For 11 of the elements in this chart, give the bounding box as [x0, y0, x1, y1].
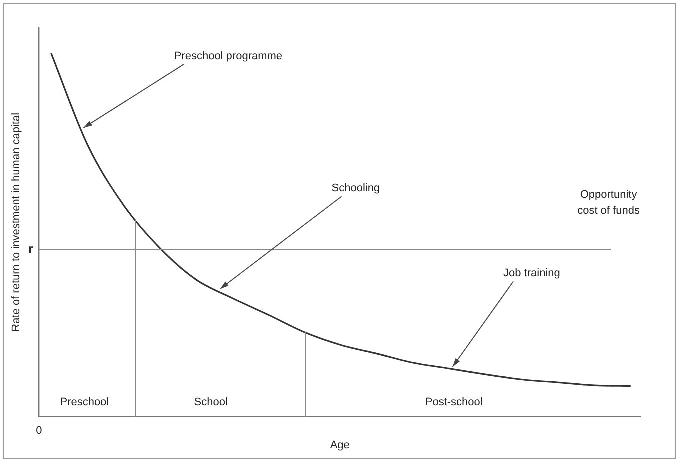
ref-line-label: r — [28, 242, 34, 256]
y-axis-title: Rate of return to investment in human capital — [10, 112, 23, 332]
annotation: Preschool programme — [174, 50, 283, 62]
x-axis-title: Age — [330, 439, 350, 452]
annotation: School — [194, 396, 228, 408]
text: 0 — [36, 424, 42, 437]
annotation: Schooling — [332, 182, 380, 195]
annotation: Post-school — [425, 396, 483, 408]
annotation: Job training — [504, 268, 560, 280]
annotation: Preschool — [60, 396, 110, 408]
annotation: Opportunity cost of funds — [578, 189, 640, 218]
